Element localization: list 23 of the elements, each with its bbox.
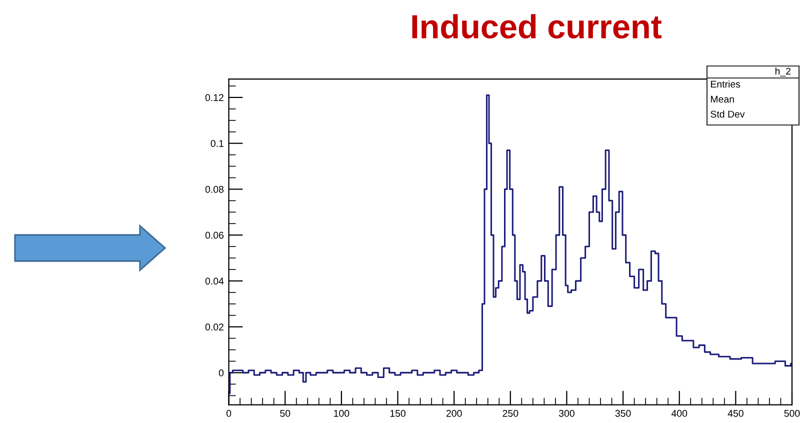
y-tick-label: 0.08 (205, 186, 224, 193)
x-tick-label: 100 (334, 410, 350, 417)
x-tick-label: 350 (615, 410, 631, 417)
chart-title: Induced current (412, 14, 662, 39)
y-tick-label: 0.1 (210, 140, 224, 147)
annotation: Std Dev (710, 110, 745, 118)
y-tick-label: 0.02 (205, 324, 224, 330)
x-tick-label: 400 (671, 410, 688, 417)
y-tick-label: 0.04 (205, 278, 224, 285)
x-tick-label: 450 (728, 410, 744, 417)
y-tick-label: 0 (218, 369, 224, 376)
x-tick-label: 200 (446, 410, 462, 417)
text: h_2 (775, 67, 791, 76)
x-tick-label: 150 (390, 410, 406, 417)
y-tick-label: 0.06 (205, 232, 224, 239)
x-tick-label: 300 (558, 410, 574, 417)
x-tick-label: 250 (502, 410, 518, 417)
y-tick-label: 0.12 (205, 94, 224, 102)
x-tick-label: 50 (280, 410, 290, 417)
x-tick-label: 500 (784, 410, 800, 417)
x-tick-label: 0 (226, 410, 232, 417)
annotation: Entries (710, 80, 740, 88)
annotation: Mean (710, 96, 734, 103)
